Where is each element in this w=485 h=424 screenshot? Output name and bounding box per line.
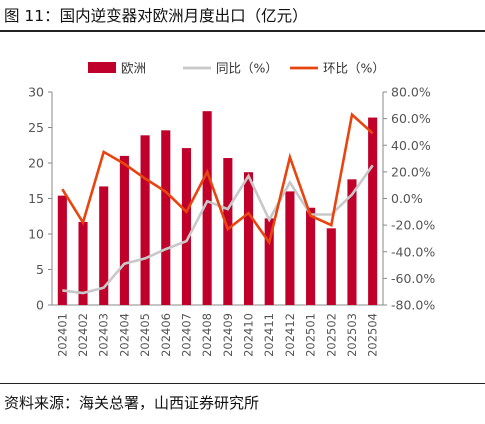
left-tick-label: 20 (28, 156, 44, 171)
left-tick-label: 25 (28, 120, 44, 135)
left-tick-label: 15 (28, 191, 44, 206)
bar-series (57, 111, 378, 305)
right-tick-label: -60.0% (391, 271, 435, 286)
x-tick-label: 202401 (55, 313, 69, 357)
right-tick-label: 0.0% (391, 191, 423, 206)
left-tick-label: 10 (28, 227, 44, 242)
x-tick-label: 202404 (117, 313, 131, 357)
legend-label: 环比（%） (323, 61, 385, 76)
yoy-line (62, 164, 374, 295)
bar-202407 (181, 148, 192, 305)
source-rule (0, 383, 485, 384)
x-tick-label: 202501 (304, 313, 318, 357)
right-tick-label: 40.0% (391, 138, 431, 153)
bar-202408 (202, 111, 212, 305)
bar-202403 (99, 186, 109, 305)
bar-202411 (264, 218, 274, 305)
x-tick-label: 202406 (159, 313, 173, 357)
legend: 欧洲 同比（%） 环比（%） (88, 61, 385, 76)
x-tick-label: 202407 (179, 313, 193, 357)
x-tick-label: 202408 (200, 313, 214, 357)
x-tick-label: 202412 (283, 313, 297, 357)
legend-label: 欧洲 (121, 61, 146, 76)
right-tick-label: -20.0% (391, 218, 435, 233)
bar-202502 (326, 228, 336, 305)
x-tick-label: 202402 (76, 313, 90, 357)
bar-202410 (243, 172, 254, 305)
chart-title: 图 11：国内逆变器对欧洲月度出口（亿元） (4, 7, 308, 25)
title-rule (0, 30, 485, 32)
legend-label: 同比（%） (216, 61, 278, 76)
bar-202501 (306, 207, 316, 305)
bar-202401 (57, 195, 67, 305)
x-tick-label: 202502 (324, 313, 338, 357)
bar-202409 (223, 158, 233, 305)
x-tick-label: 202503 (345, 313, 359, 357)
bar-202504 (368, 117, 378, 305)
right-tick-label: 20.0% (391, 164, 431, 179)
x-tick-label: 202409 (221, 313, 235, 357)
x-tick-label: 202504 (366, 313, 380, 357)
bar-202405 (140, 135, 150, 305)
x-tick-label: 202411 (262, 313, 276, 357)
axes: 0 5 10 15 20 25 30 -80.0% -60.0% -40.0% -20.0% 0.0%… (28, 85, 435, 313)
bar-202412 (285, 191, 295, 305)
left-tick-label: 0 (36, 298, 44, 313)
right-tick-label: 60.0% (391, 111, 431, 126)
right-tick-label: -40.0% (391, 244, 435, 259)
right-tick-label: 80.0% (391, 85, 431, 100)
bar-202406 (161, 130, 171, 305)
bar-202404 (119, 155, 129, 305)
x-tick-label: 202405 (138, 313, 152, 357)
left-tick-label: 30 (28, 85, 44, 100)
x-axis-ticks: 202401 202402 202403 202404 202405 202406 2024… (55, 313, 379, 357)
left-tick-label: 5 (36, 262, 44, 277)
right-tick-label: -80.0% (391, 298, 435, 313)
x-tick-label: 202403 (97, 313, 111, 357)
line-series (61, 112, 374, 295)
bar-202503 (347, 179, 357, 305)
x-tick-label: 202410 (242, 313, 256, 357)
legend-swatch-bar (88, 62, 116, 73)
mom-line (61, 112, 374, 246)
bar-202402 (78, 221, 88, 305)
source-note: 资料来源：海关总署，山西证券研究所 (4, 394, 260, 412)
